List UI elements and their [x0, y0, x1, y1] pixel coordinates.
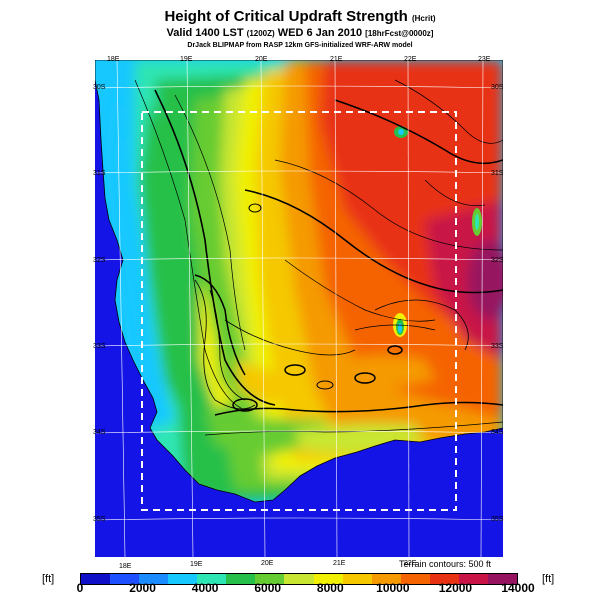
lat-label-left: 31S: [93, 170, 106, 177]
lon-label-bottom: 22E: [404, 560, 417, 567]
lon-label-top: 20E: [255, 56, 268, 63]
terrain-contours: [134, 79, 503, 436]
colorbar: [80, 573, 518, 585]
lat-label-right: 34S: [491, 429, 504, 436]
colorbar-tick-label: 12000: [438, 581, 473, 595]
model-domain-box: [141, 111, 457, 511]
terrain-contour-note: Terrain contours: 500 ft: [399, 559, 492, 569]
chart-subtitle: Valid 1400 LST (1200Z) WED 6 Jan 2010 [1…: [0, 27, 600, 39]
lat-label-right: 35S: [491, 516, 504, 523]
lat-label-right: 33S: [491, 343, 504, 350]
credit-line: DrJack BLIPMAP from RASP 12km GFS-initia…: [187, 42, 413, 49]
lat-label-right: 31S: [491, 170, 504, 177]
colorbar-tick-label: 8000: [316, 581, 344, 595]
subtitle-date: WED 6 Jan 2010: [277, 27, 363, 39]
lat-label-left: 32S: [93, 257, 106, 264]
colorbar-tick-label: 6000: [254, 581, 282, 595]
lon-label-bottom: 19E: [190, 561, 203, 568]
colorbar-tick-label: 0: [76, 581, 84, 595]
colorbar-tick-label: 4000: [191, 581, 219, 595]
colorbar-swatch: [400, 574, 430, 584]
colorbar-swatch: [458, 574, 488, 584]
colorbar-swatch: [487, 574, 517, 584]
lon-label-top: 18E: [107, 56, 120, 63]
lat-label-left: 34S: [93, 429, 106, 436]
colorbar-swatch: [168, 574, 198, 584]
subtitle-time: (1200Z): [246, 29, 275, 38]
lat-label-right: 32S: [491, 257, 504, 264]
colorbar-swatch: [255, 574, 285, 584]
colorbar-swatch: [197, 574, 227, 584]
latlon-grid: [95, 60, 503, 557]
subtitle-forecast: [18hrFcst@0000z]: [365, 29, 434, 38]
colorbar-tick-label: 14000: [501, 581, 535, 595]
colorbar-swatch: [81, 574, 111, 584]
colorbar-unit-right: [ft]: [542, 573, 555, 585]
lon-label-bottom: 21E: [333, 560, 346, 567]
lat-label-left: 33S: [93, 343, 106, 350]
colorbar-swatch: [429, 574, 459, 584]
colorbar-unit-left: [ft]: [42, 573, 55, 585]
subtitle-valid: Valid 1400 LST: [166, 27, 244, 39]
colorbar-swatch: [110, 574, 140, 584]
chart-title: Height of Critical Updraft Strength (Hcr…: [0, 8, 600, 25]
forecast-map: [95, 60, 503, 557]
colorbar-swatch: [342, 574, 372, 584]
lon-label-bottom: 20E: [261, 560, 274, 567]
colorbar-tick-label: 10000: [376, 581, 410, 595]
colorbar-tick-label: 2000: [129, 581, 156, 595]
lat-label-right: 30S: [491, 84, 504, 91]
lon-label-top: 19E: [180, 56, 193, 63]
colorbar-swatch: [226, 574, 256, 584]
colorbar-swatch: [139, 574, 169, 584]
lon-label-bottom: 18E: [119, 563, 132, 570]
colorbar-swatch: [284, 574, 314, 584]
title-units: (Hcrit): [411, 14, 436, 23]
lon-label-top: 23E: [478, 56, 491, 63]
title-text: Height of Critical Updraft Strength: [164, 8, 408, 25]
lon-label-top: 22E: [404, 56, 417, 63]
colorbar-swatch: [371, 574, 401, 584]
colorbar-swatch: [313, 574, 343, 584]
lat-label-left: 35S: [93, 516, 106, 523]
lon-label-top: 21E: [330, 56, 343, 63]
lat-label-left: 30S: [93, 84, 106, 91]
